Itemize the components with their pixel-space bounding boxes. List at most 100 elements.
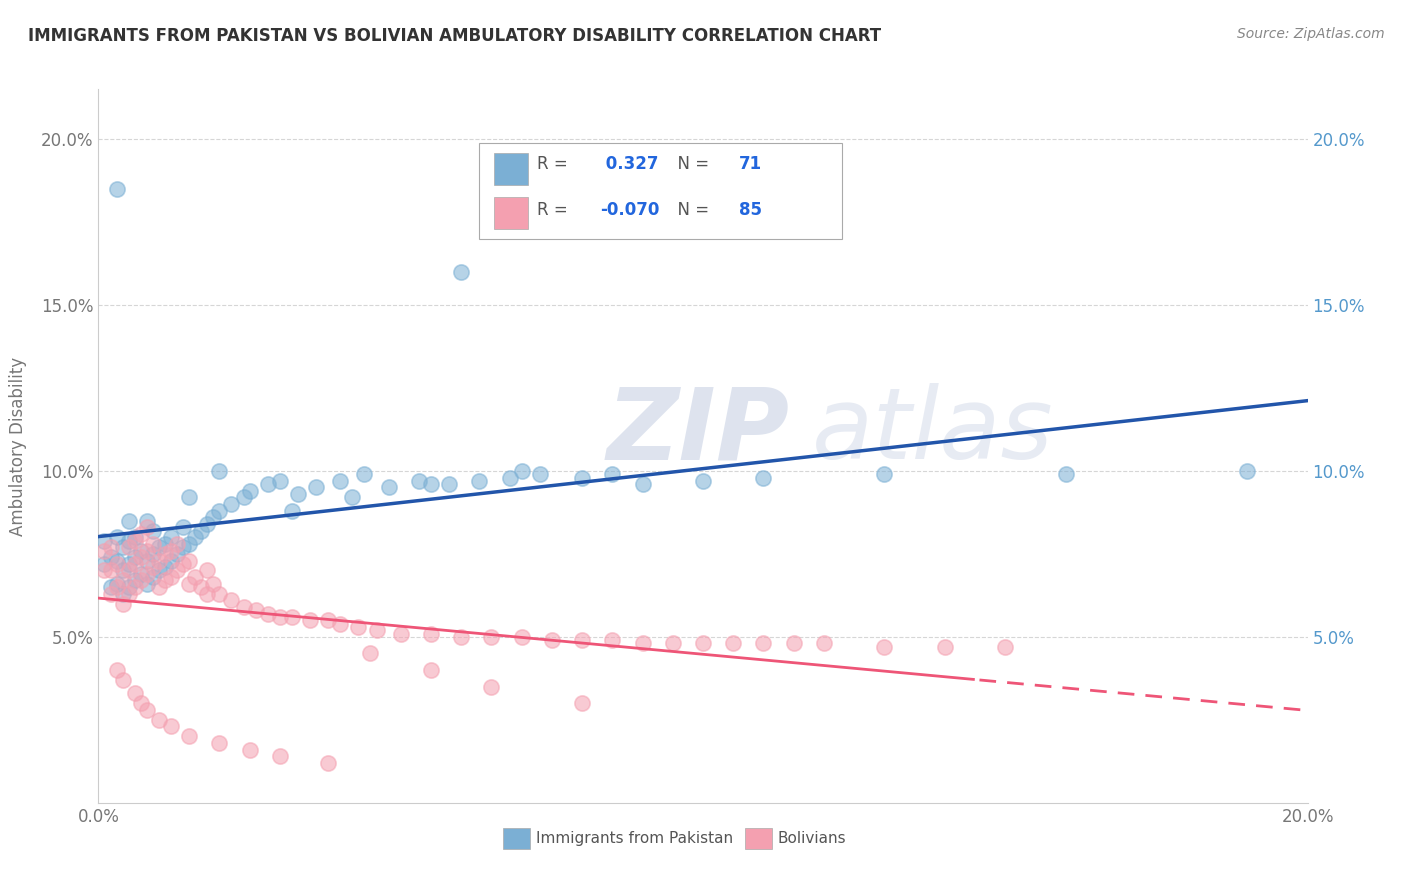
Point	[269, 749, 291, 764]
Point	[124, 530, 146, 544]
Point	[105, 530, 128, 544]
Text: R =: R =	[537, 155, 574, 173]
Point	[105, 576, 128, 591]
Point	[179, 553, 201, 567]
Point	[153, 547, 176, 561]
Point	[468, 474, 491, 488]
Point	[135, 543, 157, 558]
Point	[166, 547, 188, 561]
Point	[631, 636, 654, 650]
Point	[281, 610, 304, 624]
Text: Bolivians: Bolivians	[778, 831, 846, 846]
Point	[142, 560, 165, 574]
Point	[571, 470, 593, 484]
Point	[118, 564, 141, 578]
Point	[135, 553, 157, 567]
Point	[111, 597, 134, 611]
Point	[994, 640, 1017, 654]
Point	[100, 580, 122, 594]
Point	[142, 570, 165, 584]
Point	[111, 564, 134, 578]
Point	[166, 564, 188, 578]
Point	[208, 504, 231, 518]
Point	[153, 560, 176, 574]
Point	[269, 474, 291, 488]
Point	[661, 636, 683, 650]
Point	[93, 564, 115, 578]
Point	[239, 483, 262, 498]
Point	[105, 663, 128, 677]
Y-axis label: Ambulatory Disability: Ambulatory Disability	[10, 357, 27, 535]
FancyBboxPatch shape	[745, 828, 772, 849]
Point	[342, 491, 364, 505]
Point	[166, 537, 188, 551]
Point	[124, 533, 146, 548]
Point	[179, 576, 201, 591]
Point	[481, 630, 503, 644]
Point	[347, 620, 370, 634]
Text: -0.070: -0.070	[600, 202, 659, 219]
Point	[873, 467, 896, 482]
Point	[100, 587, 122, 601]
Point	[221, 593, 243, 607]
Point	[118, 533, 141, 548]
Point	[135, 520, 157, 534]
Point	[142, 547, 165, 561]
Point	[190, 580, 212, 594]
Point	[100, 550, 122, 565]
Point	[813, 636, 835, 650]
Point	[571, 696, 593, 710]
Point	[118, 587, 141, 601]
Point	[1054, 467, 1077, 482]
Point	[202, 576, 225, 591]
FancyBboxPatch shape	[479, 143, 842, 239]
Point	[510, 464, 533, 478]
Point	[153, 574, 176, 588]
Point	[111, 574, 134, 588]
Point	[602, 633, 624, 648]
Point	[93, 533, 115, 548]
Point	[93, 543, 115, 558]
Point	[160, 553, 183, 567]
Point	[124, 557, 146, 571]
Point	[299, 613, 322, 627]
Point	[184, 530, 207, 544]
Point	[129, 527, 152, 541]
Point	[111, 540, 134, 554]
Point	[571, 633, 593, 648]
Point	[602, 467, 624, 482]
Point	[135, 566, 157, 581]
Point	[129, 543, 152, 558]
Point	[100, 540, 122, 554]
Point	[389, 626, 412, 640]
Point	[752, 636, 775, 650]
Point	[195, 564, 218, 578]
Point	[135, 514, 157, 528]
Point	[153, 537, 176, 551]
Point	[377, 481, 399, 495]
Point	[195, 587, 218, 601]
Point	[148, 580, 170, 594]
Point	[148, 540, 170, 554]
Point	[100, 564, 122, 578]
Text: IMMIGRANTS FROM PAKISTAN VS BOLIVIAN AMBULATORY DISABILITY CORRELATION CHART: IMMIGRANTS FROM PAKISTAN VS BOLIVIAN AMB…	[28, 27, 882, 45]
Text: 71: 71	[740, 155, 762, 173]
Point	[148, 713, 170, 727]
Point	[124, 574, 146, 588]
Point	[269, 610, 291, 624]
Point	[195, 516, 218, 531]
Point	[692, 474, 714, 488]
Point	[529, 467, 551, 482]
Point	[232, 599, 254, 614]
Point	[783, 636, 806, 650]
Point	[232, 491, 254, 505]
Point	[118, 540, 141, 554]
Point	[148, 564, 170, 578]
Point	[111, 587, 134, 601]
Point	[129, 550, 152, 565]
Point	[135, 703, 157, 717]
Point	[172, 520, 194, 534]
Point	[692, 636, 714, 650]
Point	[281, 504, 304, 518]
Point	[366, 624, 388, 638]
